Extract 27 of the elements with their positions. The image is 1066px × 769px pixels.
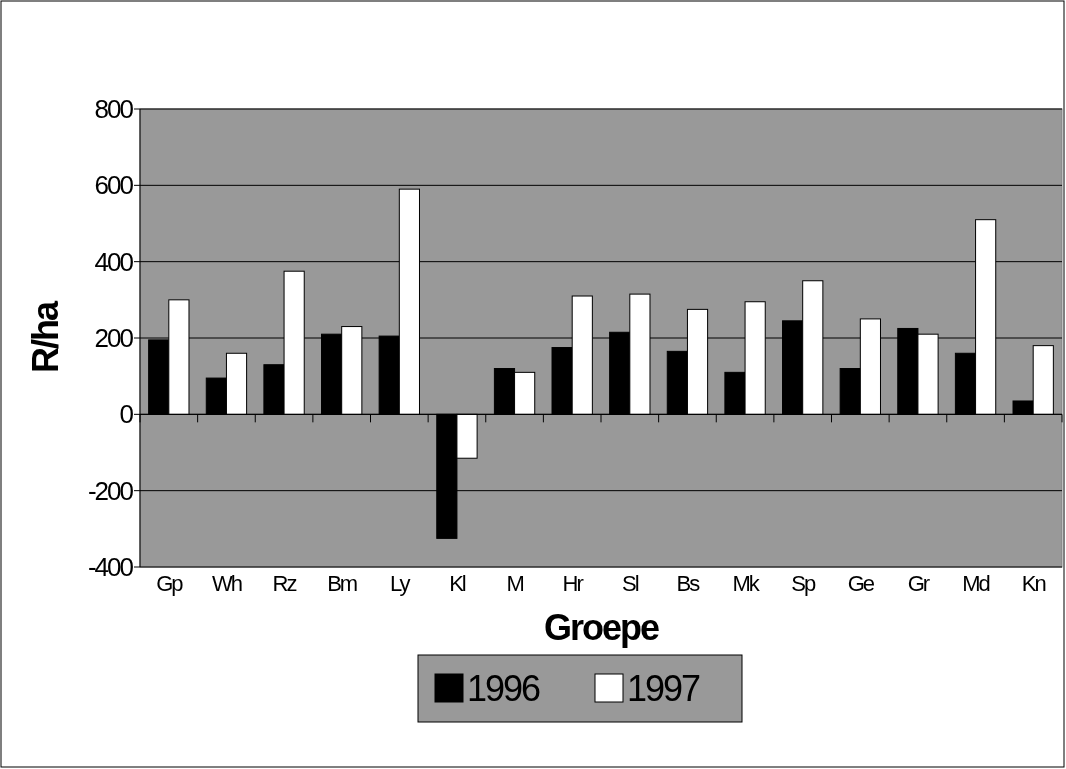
x-tick-label: Sp — [791, 571, 816, 596]
x-tick-label: M — [506, 571, 524, 596]
y-tick-label: 400 — [94, 246, 134, 277]
y-tick-label: 200 — [94, 323, 134, 354]
x-tick-label: Md — [962, 571, 990, 596]
legend-label: 1997 — [627, 667, 701, 709]
x-tick-label: Ly — [390, 571, 411, 596]
x-tick-label: Mk — [732, 571, 761, 596]
y-tick-label: 0 — [119, 399, 134, 430]
x-tick-label: Sl — [622, 571, 639, 596]
x-tick-label: Ge — [847, 571, 875, 596]
y-axis-title: R/ha — [25, 300, 66, 374]
y-tick-label: 600 — [94, 170, 134, 201]
x-tick-label: Kl — [449, 571, 466, 596]
x-tick-label: Wh — [211, 571, 242, 596]
x-tick-label: Hr — [562, 571, 584, 596]
legend-label: 1996 — [467, 667, 541, 709]
x-tick-label: Rz — [272, 571, 297, 596]
x-tick-label: Gp — [156, 571, 184, 596]
y-tick-label: -400 — [87, 552, 134, 583]
y-tick-label: -200 — [87, 475, 134, 506]
x-tick-label: Kn — [1021, 571, 1046, 596]
x-tick-label: Bs — [676, 571, 701, 596]
y-tick-label: 800 — [94, 94, 134, 125]
x-axis-title: Groepe — [543, 607, 659, 648]
x-tick-label: Gr — [907, 571, 930, 596]
x-tick-label: Bm — [327, 571, 357, 596]
